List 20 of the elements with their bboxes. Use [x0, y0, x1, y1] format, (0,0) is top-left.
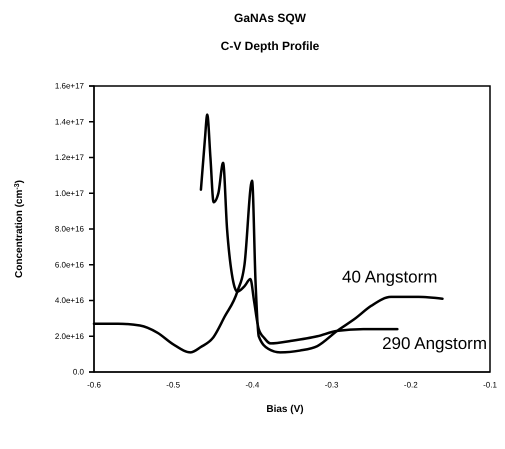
y-tick-label: 4.0e+16	[54, 296, 85, 306]
y-tick-label: 1.2e+17	[54, 153, 85, 162]
x-tick-label: -0.3	[324, 380, 340, 390]
x-tick-label: -0.5	[166, 380, 181, 390]
y-tick-label: 1.4e+17	[54, 117, 85, 126]
series-label: 290 Angstorm	[382, 334, 487, 354]
y-tick-label: 6.0e+16	[54, 260, 85, 270]
x-tick-label: -0.6	[87, 380, 102, 390]
x-tick-label: -0.1	[483, 380, 498, 390]
y-tick-label: 8.0e+16	[54, 224, 85, 234]
x-axis-title: Bias (V)	[266, 404, 304, 415]
chart-subtitle: C-V Depth Profile	[220, 39, 320, 53]
y-tick-label: 1.0e+17	[54, 188, 85, 198]
chart-title: GaNAs SQW	[234, 11, 307, 25]
x-tick-label: -0.4	[246, 380, 260, 390]
y-tick-label: 1.6e+17	[54, 82, 85, 91]
series-label: 40 Angstorm	[342, 268, 438, 287]
y-tick-label: 2.0e+16	[54, 332, 85, 341]
y-tick-label: 0.0	[72, 368, 85, 377]
x-tick-label: -0.2	[404, 380, 418, 390]
